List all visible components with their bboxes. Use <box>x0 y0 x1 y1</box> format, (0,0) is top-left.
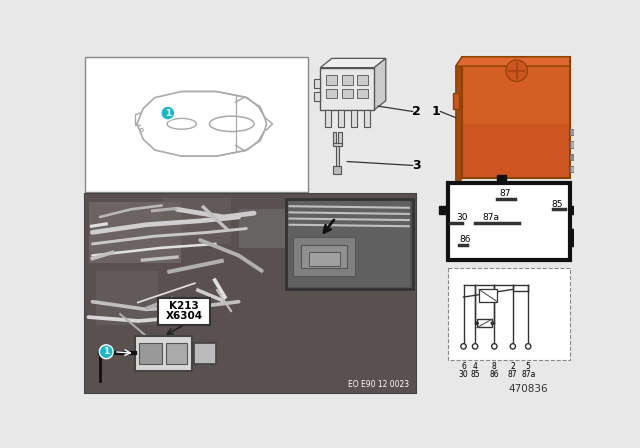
Bar <box>194 343 216 364</box>
Bar <box>325 110 331 127</box>
Text: 87a: 87a <box>482 213 499 222</box>
Bar <box>570 129 584 135</box>
Text: 2: 2 <box>412 105 421 118</box>
Bar <box>239 209 285 248</box>
Text: X6304: X6304 <box>166 311 203 321</box>
Bar <box>326 75 337 85</box>
Circle shape <box>492 344 497 349</box>
Circle shape <box>472 344 478 349</box>
Text: 85: 85 <box>552 200 563 209</box>
Bar <box>570 229 582 246</box>
Text: 3: 3 <box>412 159 421 172</box>
Bar <box>158 298 210 325</box>
Bar <box>314 79 320 88</box>
Bar <box>462 124 570 178</box>
Bar <box>293 237 355 276</box>
Bar <box>364 110 371 127</box>
Text: 1: 1 <box>164 108 171 117</box>
Bar <box>333 132 337 145</box>
Bar <box>497 176 506 183</box>
Polygon shape <box>374 58 386 110</box>
Bar <box>333 166 341 174</box>
Bar <box>336 145 339 166</box>
Circle shape <box>99 345 113 359</box>
Bar <box>314 92 320 102</box>
Text: 1: 1 <box>431 105 440 118</box>
Text: 30: 30 <box>456 213 468 222</box>
Text: 5: 5 <box>526 362 531 371</box>
Text: 86: 86 <box>460 235 471 244</box>
Circle shape <box>161 106 175 120</box>
Bar <box>288 201 410 287</box>
Circle shape <box>490 321 494 325</box>
Bar <box>166 343 187 364</box>
Text: 87a: 87a <box>521 370 536 379</box>
Text: 8: 8 <box>492 362 497 371</box>
Circle shape <box>506 60 527 82</box>
Bar <box>84 194 416 392</box>
Bar <box>342 75 353 85</box>
Text: K213: K213 <box>169 302 199 311</box>
Bar <box>448 268 570 360</box>
Text: 87: 87 <box>500 190 511 198</box>
Circle shape <box>525 344 531 349</box>
Bar <box>326 89 337 99</box>
Text: 85: 85 <box>470 370 480 379</box>
Circle shape <box>510 344 515 349</box>
Circle shape <box>461 344 466 349</box>
Bar <box>139 343 162 364</box>
Bar <box>333 143 342 146</box>
Text: 1: 1 <box>103 347 109 356</box>
Bar <box>448 183 570 260</box>
Text: 470836: 470836 <box>508 383 548 394</box>
Bar <box>342 89 353 99</box>
Polygon shape <box>320 58 386 68</box>
Bar <box>308 252 340 266</box>
Bar <box>301 245 348 268</box>
Bar <box>477 319 492 327</box>
Bar <box>135 336 193 371</box>
Bar <box>88 202 181 263</box>
Bar <box>338 132 342 145</box>
Bar <box>439 206 448 214</box>
Text: 86: 86 <box>490 370 499 379</box>
Bar <box>570 154 584 159</box>
Polygon shape <box>462 57 570 124</box>
Polygon shape <box>456 57 570 66</box>
Bar <box>357 89 368 99</box>
Bar <box>285 198 413 289</box>
Bar <box>462 57 570 178</box>
Text: 2: 2 <box>511 362 515 371</box>
Text: 6: 6 <box>461 362 466 371</box>
Bar <box>84 57 308 192</box>
Bar <box>162 198 231 244</box>
Bar <box>479 289 497 302</box>
Text: 30: 30 <box>459 370 468 379</box>
Bar <box>96 271 158 325</box>
Bar <box>452 93 459 109</box>
Bar <box>84 194 416 392</box>
Bar <box>338 110 344 127</box>
Text: 87: 87 <box>508 370 518 379</box>
Bar <box>357 75 368 85</box>
Bar <box>570 166 584 172</box>
Bar <box>351 110 357 127</box>
Bar <box>320 68 374 110</box>
Bar <box>570 206 579 214</box>
Circle shape <box>475 321 479 325</box>
Polygon shape <box>456 57 462 188</box>
Text: 4: 4 <box>472 362 477 371</box>
Text: EO E90 12 0023: EO E90 12 0023 <box>349 380 410 389</box>
Bar <box>570 142 584 147</box>
